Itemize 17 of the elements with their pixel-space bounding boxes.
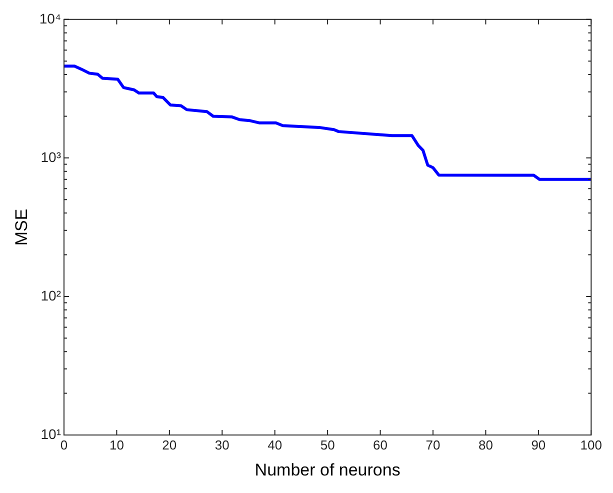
y-tick-label: 10³: [40, 148, 62, 165]
x-tick-label: 90: [531, 437, 546, 452]
y-tick-label: 10⁴: [39, 10, 61, 26]
x-tick-label: 50: [320, 437, 335, 452]
y-axis-title: MSE: [12, 208, 31, 246]
x-tick-label: 100: [580, 437, 602, 452]
x-tick-label: 80: [478, 437, 493, 452]
x-tick-label: 70: [426, 437, 440, 452]
x-axis-title: Number of neurons: [254, 460, 400, 480]
x-tick-label: 40: [268, 437, 282, 452]
x-tick-label: 20: [162, 437, 177, 452]
y-tick-label: 10¹: [40, 426, 62, 442]
x-tick-label: 0: [60, 437, 68, 452]
x-tick-label: 10: [109, 437, 124, 452]
y-tick-label: 10²: [40, 287, 62, 304]
x-tick-label: 30: [214, 437, 230, 452]
x-tick-label: 60: [373, 437, 388, 452]
